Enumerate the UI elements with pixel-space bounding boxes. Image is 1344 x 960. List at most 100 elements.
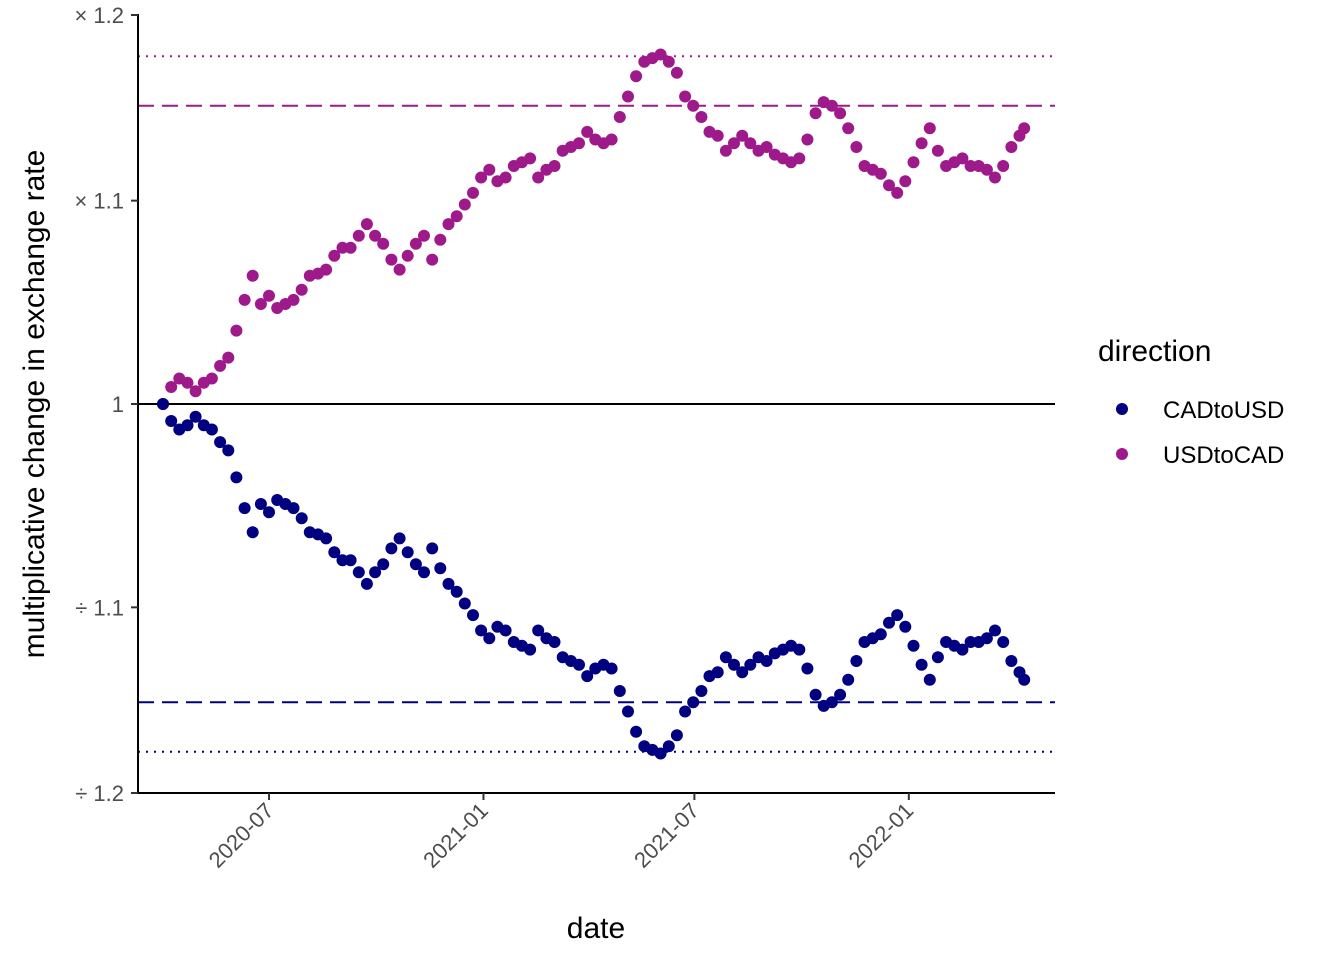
- data-point: [1018, 122, 1031, 135]
- data-point: [931, 651, 944, 664]
- y-tick-label: ÷ 1.2: [75, 781, 124, 806]
- data-point: [442, 218, 455, 231]
- data-point: [679, 705, 692, 718]
- x-tick-label: 2020-07: [204, 798, 279, 873]
- data-point: [344, 241, 357, 254]
- data-point: [1018, 673, 1031, 686]
- data-point: [532, 624, 545, 637]
- data-point: [809, 107, 822, 120]
- data-point: [548, 160, 561, 172]
- data-point: [524, 643, 537, 656]
- data-point: [670, 729, 683, 742]
- data-point: [654, 747, 667, 760]
- data-point: [214, 436, 227, 449]
- data-point: [418, 566, 430, 579]
- data-point: [230, 324, 243, 337]
- data-point: [483, 632, 496, 645]
- data-point: [426, 542, 439, 555]
- data-point: [369, 229, 382, 242]
- data-point: [662, 55, 675, 68]
- data-point: [760, 141, 773, 153]
- reference-lines: [138, 55, 1055, 753]
- data-point: [736, 129, 749, 142]
- data-point: [891, 186, 904, 199]
- data-point: [385, 542, 398, 555]
- y-tick-label: ÷ 1.1: [75, 595, 124, 620]
- data-point: [532, 171, 545, 184]
- data-point: [883, 616, 895, 629]
- data-point: [295, 512, 308, 525]
- legend: direction CADtoUSD USDtoCAD: [1098, 335, 1284, 469]
- data-point: [222, 444, 235, 457]
- data-point: [352, 229, 365, 242]
- data-point: [662, 740, 675, 753]
- data-point: [434, 562, 447, 575]
- data-point: [246, 526, 259, 539]
- data-point: [320, 263, 333, 276]
- data-point: [670, 66, 683, 79]
- data-point: [907, 639, 920, 652]
- data-point: [997, 636, 1010, 648]
- data-point: [997, 160, 1010, 172]
- data-point: [181, 419, 194, 432]
- data-point: [157, 398, 169, 410]
- data-point: [418, 229, 430, 242]
- data-point: [613, 111, 626, 123]
- data-point: [630, 70, 643, 83]
- data-point: [736, 666, 749, 679]
- data-point: [801, 662, 814, 675]
- series-cadtousd: [157, 398, 1031, 760]
- data-point: [214, 359, 227, 372]
- y-axis-ticks: × 1.2 × 1.1 1 ÷ 1.1 ÷ 1.2: [74, 3, 138, 806]
- data-point: [923, 673, 936, 686]
- data-point: [760, 655, 773, 667]
- series-usdtocad: [157, 48, 1031, 410]
- data-point: [874, 628, 887, 641]
- legend-key-usdtocad: [1116, 448, 1128, 460]
- data-point: [899, 175, 912, 188]
- data-point: [352, 566, 365, 579]
- data-point: [695, 111, 708, 123]
- data-point: [679, 90, 692, 103]
- data-point: [1005, 141, 1018, 153]
- data-points: [157, 48, 1031, 760]
- data-point: [467, 609, 479, 622]
- data-point: [165, 415, 178, 427]
- data-point: [630, 725, 643, 738]
- data-point: [238, 502, 251, 515]
- legend-key-cadtousd: [1116, 403, 1128, 415]
- data-point: [687, 696, 700, 709]
- data-point: [719, 651, 732, 664]
- data-point: [393, 263, 406, 276]
- data-point: [809, 688, 822, 701]
- x-tick-label: 2021-07: [629, 798, 704, 873]
- data-point: [369, 566, 382, 579]
- data-point: [287, 293, 300, 306]
- x-axis-ticks: 2020-07 2021-01 2021-07 2022-01: [204, 793, 918, 873]
- data-point: [989, 624, 1001, 637]
- data-point: [1005, 655, 1018, 667]
- data-point: [834, 688, 847, 701]
- data-point: [360, 577, 373, 590]
- data-point: [793, 643, 806, 656]
- y-tick-label: × 1.1: [74, 189, 124, 214]
- legend-label-cadtousd: CADtoUSD: [1163, 397, 1284, 424]
- data-point: [874, 167, 887, 180]
- data-point: [711, 666, 724, 679]
- data-point: [254, 498, 267, 510]
- data-point: [222, 351, 235, 364]
- data-point: [719, 144, 732, 157]
- data-point: [605, 662, 618, 675]
- data-point: [654, 48, 667, 61]
- data-point: [573, 137, 585, 150]
- data-point: [401, 546, 414, 559]
- data-point: [980, 632, 993, 645]
- data-point: [393, 532, 406, 545]
- data-point: [695, 685, 708, 697]
- x-tick-label: 2021-01: [418, 798, 493, 873]
- data-point: [181, 376, 194, 389]
- data-point: [728, 658, 740, 671]
- data-point: [475, 171, 488, 184]
- data-point: [320, 532, 333, 545]
